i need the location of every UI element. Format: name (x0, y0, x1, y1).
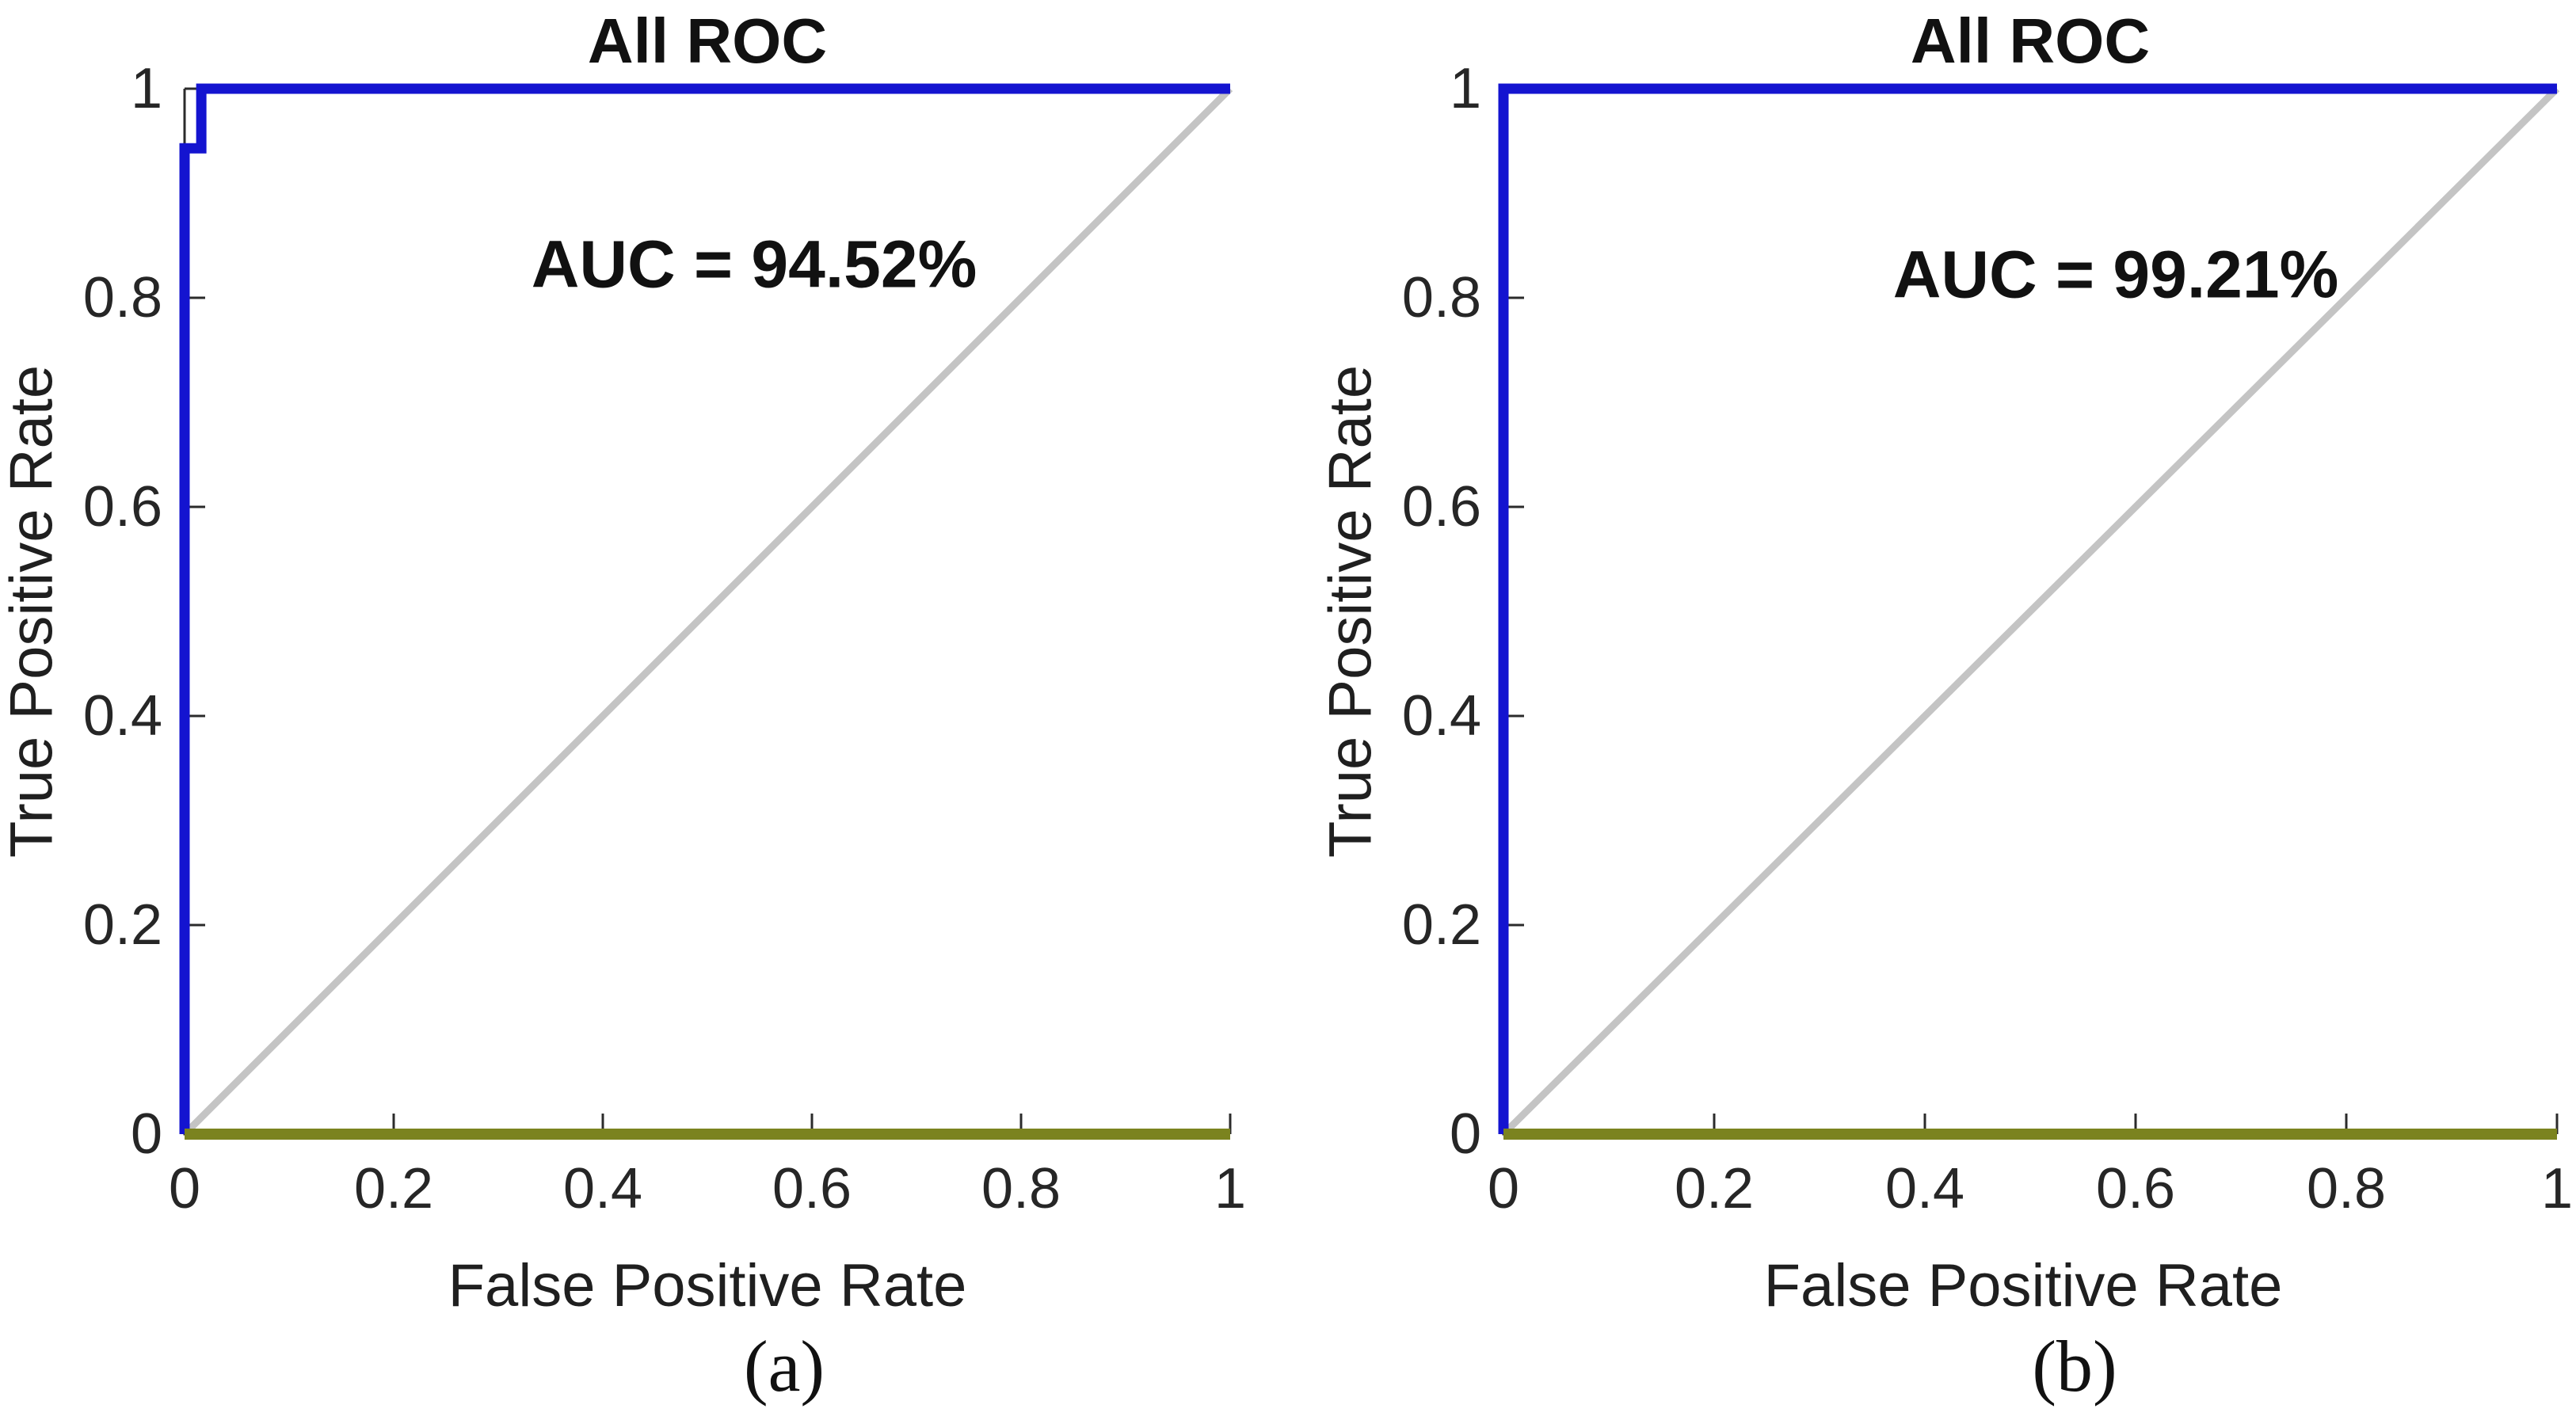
x-tick-label: 0 (168, 1157, 201, 1220)
x-tick-label: 0.4 (562, 1157, 643, 1220)
y-tick-label: 0.2 (1401, 893, 1481, 957)
y-tick-label: 0.6 (82, 475, 162, 539)
y-tick-label: 0.6 (1401, 475, 1481, 539)
chance-diagonal-line (181, 86, 1233, 1137)
plot-a-x-axis-label: False Positive Rate (448, 1252, 967, 1319)
y-tick-label: 0.2 (82, 893, 162, 957)
x-tick-label: 0.6 (2095, 1157, 2176, 1220)
x-tick-label: 0.2 (1674, 1157, 1755, 1220)
y-tick-label: 0.4 (1401, 684, 1481, 748)
x-tick-label: 0.2 (353, 1157, 434, 1220)
x-tick-label: 0.8 (981, 1157, 1061, 1220)
subfigure-a-caption: (a) (743, 1326, 825, 1407)
roc-plot-b (1498, 83, 2560, 1140)
plot-b-auc-annotation: AUC = 99.21% (1892, 237, 2339, 312)
y-tick-label: 0.8 (1401, 266, 1481, 329)
x-tick-label: 1 (2540, 1157, 2574, 1220)
y-tick-label: 0.8 (82, 266, 162, 329)
y-tick-label: 0 (1449, 1102, 1481, 1166)
y-tick-label: 1 (1449, 57, 1481, 120)
subfigure-b-caption: (b) (2032, 1326, 2117, 1407)
y-tick-label: 0 (130, 1102, 162, 1166)
roc-curve-line (1498, 83, 2557, 1134)
x-tick-label: 0.8 (2306, 1157, 2387, 1220)
roc-plot-a (179, 83, 1233, 1140)
plot-b-y-axis-label: True Positive Rate (1317, 364, 1385, 859)
x-tick-label: 0.4 (1884, 1157, 1965, 1220)
plot-b-title: All ROC (1910, 6, 2151, 76)
x-tick-label: 0 (1487, 1157, 1520, 1220)
plot-b-x-axis-label: False Positive Rate (1763, 1252, 2283, 1319)
x-tick-label: 1 (1214, 1157, 1247, 1220)
chance-diagonal-line (1500, 86, 2560, 1137)
plot-a-auc-annotation: AUC = 94.52% (531, 227, 977, 302)
y-tick-label: 0.4 (82, 684, 162, 748)
plot-a-y-axis-label: True Positive Rate (0, 364, 66, 859)
plot-a-title: All ROC (587, 6, 828, 76)
x-tick-label: 0.6 (772, 1157, 852, 1220)
roc-curve-line (179, 83, 1230, 1134)
y-tick-label: 1 (130, 57, 162, 120)
